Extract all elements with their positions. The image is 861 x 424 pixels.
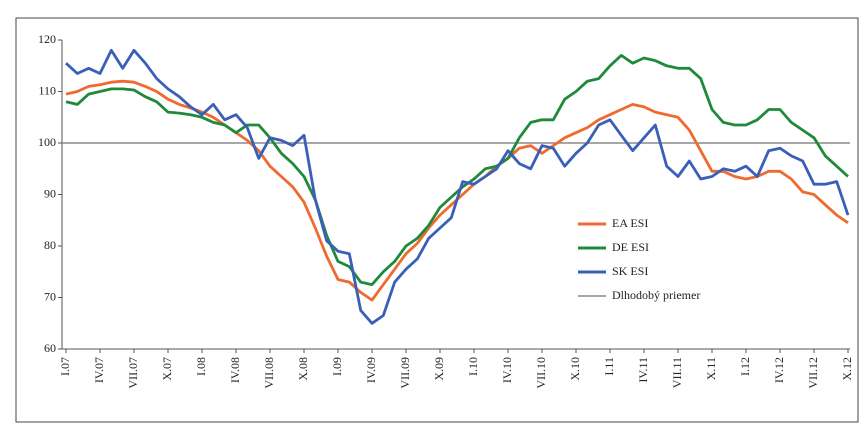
y-tick-label: 100 — [38, 135, 56, 149]
x-tick-label: IV.12 — [772, 357, 786, 383]
legend-label: SK ESI — [612, 264, 648, 278]
x-tick-label: I.12 — [738, 357, 752, 376]
x-tick-label: VII.12 — [806, 357, 820, 389]
x-tick-label: IV.10 — [500, 357, 514, 383]
x-tick-label: I.08 — [194, 357, 208, 376]
legend-label: EA ESI — [612, 216, 648, 230]
y-tick-label: 110 — [38, 83, 56, 97]
y-tick-label: 120 — [38, 32, 56, 46]
x-tick-label: I.09 — [330, 357, 344, 376]
y-tick-label: 60 — [44, 341, 56, 355]
x-tick-label: I.11 — [602, 357, 616, 376]
x-tick-label: VII.11 — [670, 357, 684, 388]
x-tick-label: X.07 — [160, 357, 174, 381]
x-tick-label: X.08 — [296, 357, 310, 381]
legend-label: DE ESI — [612, 240, 649, 254]
x-tick-label: I.10 — [466, 357, 480, 376]
x-tick-label: X.09 — [432, 357, 446, 381]
x-tick-label: IV.07 — [92, 357, 106, 383]
series-line — [65, 54, 849, 286]
x-tick-label: X.11 — [704, 357, 718, 380]
x-tick-label: VII.09 — [398, 357, 412, 389]
x-tick-label: X.10 — [568, 357, 582, 381]
x-tick-label: X.12 — [840, 357, 854, 381]
x-tick-label: IV.08 — [228, 357, 242, 383]
x-tick-label: VII.10 — [534, 357, 548, 389]
x-tick-label: IV.09 — [364, 357, 378, 383]
x-tick-label: IV.11 — [636, 357, 650, 383]
series-line — [65, 48, 850, 325]
x-tick-label: VII.07 — [126, 357, 140, 389]
x-tick-label: VII.08 — [262, 357, 276, 389]
legend-label: Dlhodobý priemer — [612, 288, 700, 302]
y-tick-label: 70 — [44, 289, 56, 303]
y-tick-label: 80 — [44, 238, 56, 252]
x-tick-label: I.07 — [58, 357, 72, 376]
y-tick-label: 90 — [44, 186, 56, 200]
